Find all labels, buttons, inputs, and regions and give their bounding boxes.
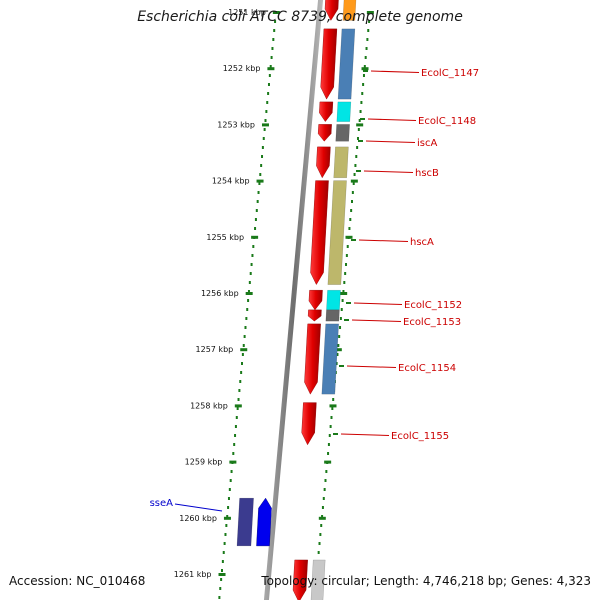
cds-bar-ecolc-1154 bbox=[321, 323, 339, 395]
partial-gene-arrow bbox=[324, 0, 339, 21]
partial-cds-bar bbox=[310, 559, 326, 600]
label-leader-ssea bbox=[174, 503, 223, 512]
scale-tick-right bbox=[350, 179, 358, 183]
scale-tick-left bbox=[218, 573, 226, 576]
label-leader-isca bbox=[365, 140, 416, 143]
label-tick-isca bbox=[358, 140, 363, 142]
label-leader-ecolc-1155 bbox=[340, 433, 390, 436]
scale-tick-right bbox=[361, 67, 369, 71]
scale-tick-left bbox=[261, 123, 269, 127]
gene-label-ecolc-1152: EcolC_1152 bbox=[404, 300, 462, 311]
cds-bar-ecolc-1147 bbox=[337, 28, 356, 100]
scale-tick-left bbox=[245, 292, 253, 295]
label-tick-ecolc-1155 bbox=[333, 433, 338, 435]
scale-tick-right bbox=[324, 460, 332, 464]
label-tick-ecolc-1154 bbox=[339, 365, 344, 367]
scale-tick-right bbox=[340, 292, 348, 295]
partial-gene-arrow bbox=[292, 559, 308, 600]
label-tick-ecolc-1147 bbox=[363, 70, 368, 72]
label-leader-hscb bbox=[363, 170, 414, 173]
gene-label-ecolc-1147: EcolC_1147 bbox=[421, 68, 479, 79]
scale-tick-right bbox=[345, 235, 353, 239]
label-leader-ecolc-1153 bbox=[351, 319, 402, 322]
scale-tick-left bbox=[272, 11, 280, 14]
scale-tick-label: 1256 kbp bbox=[201, 289, 239, 298]
gene-label-hsca: hscA bbox=[410, 237, 434, 248]
cds-bar-isca bbox=[335, 124, 350, 142]
scale-tick-label: 1258 kbp bbox=[190, 401, 228, 410]
gene-arrow-ssea bbox=[256, 497, 272, 547]
label-leader-ecolc-1154 bbox=[346, 365, 397, 368]
gene-label-ecolc-1155: EcolC_1155 bbox=[391, 431, 449, 442]
accession-text: Accession: NC_010468 bbox=[9, 574, 146, 588]
cds-bar-ssea bbox=[236, 497, 254, 547]
scale-tick-label: 1257 kbp bbox=[196, 345, 234, 354]
scale-tick-left bbox=[267, 67, 275, 71]
label-tick-ecolc-1148 bbox=[360, 118, 365, 120]
scale-tick-label: 1260 kbp bbox=[179, 514, 217, 523]
cds-bar-hscb bbox=[333, 146, 349, 179]
gene-label-hscb: hscB bbox=[415, 168, 439, 179]
scale-tick-left bbox=[229, 460, 237, 464]
gene-arrow-ecolc-1148 bbox=[319, 101, 334, 122]
scale-tick-left bbox=[256, 179, 264, 183]
cds-bar-hsca bbox=[327, 180, 347, 285]
gene-arrow-ecolc-1153 bbox=[307, 309, 322, 322]
scale-line-right bbox=[313, 20, 371, 599]
scale-tick-label: 1261 kbp bbox=[174, 570, 212, 579]
scale-tick-right bbox=[356, 123, 364, 127]
sequence-backbone bbox=[263, 0, 324, 600]
topology-text: Topology: circular; Length: 4,746,218 bp… bbox=[261, 574, 591, 588]
label-leader-ecolc-1147 bbox=[370, 70, 420, 73]
scale-tick-label: 1253 kbp bbox=[217, 120, 255, 129]
scale-tick-right bbox=[329, 404, 337, 408]
gene-label-ecolc-1153: EcolC_1153 bbox=[403, 317, 461, 328]
gene-arrow-hscb bbox=[316, 146, 331, 179]
scale-tick-left bbox=[223, 516, 231, 520]
scale-tick-label: 1254 kbp bbox=[212, 177, 250, 186]
scale-tick-left bbox=[251, 235, 259, 239]
gene-label-isca: iscA bbox=[417, 138, 437, 149]
label-leader-ecolc-1148 bbox=[367, 118, 417, 121]
gene-arrow-hsca bbox=[310, 180, 329, 285]
cds-bar-ecolc-1153 bbox=[325, 309, 340, 322]
cds-bar-ecolc-1152 bbox=[326, 289, 341, 311]
map-title: Escherichia coli ATCC 8739, complete gen… bbox=[137, 9, 463, 25]
scale-tick-label: 1259 kbp bbox=[185, 458, 223, 467]
label-leader-ecolc-1152 bbox=[353, 302, 403, 305]
scale-tick-right bbox=[334, 348, 342, 352]
cds-bar-ecolc-1148 bbox=[336, 101, 352, 122]
label-leader-hsca bbox=[358, 239, 409, 242]
label-tick-hsca bbox=[351, 239, 356, 241]
scale-tick-left bbox=[240, 348, 248, 352]
gene-arrow-ecolc-1147 bbox=[320, 28, 338, 100]
label-tick-ecolc-1153 bbox=[344, 319, 349, 321]
gene-label-ssea: sseA bbox=[150, 498, 174, 509]
gene-arrow-ecolc-1155 bbox=[301, 402, 317, 446]
label-tick-hscb bbox=[356, 170, 361, 172]
gene-label-ecolc-1148: EcolC_1148 bbox=[418, 116, 476, 127]
gene-arrow-isca bbox=[317, 124, 332, 142]
gene-label-ecolc-1154: EcolC_1154 bbox=[398, 363, 456, 374]
scale-tick-label: 1252 kbp bbox=[223, 64, 261, 73]
gene-arrow-ecolc-1154 bbox=[304, 323, 321, 395]
scale-tick-label: 1255 kbp bbox=[206, 233, 244, 242]
label-tick-ecolc-1152 bbox=[346, 302, 351, 304]
scale-tick-left bbox=[234, 404, 242, 408]
gene-arrow-ecolc-1152 bbox=[308, 289, 323, 311]
scale-tick-right bbox=[366, 11, 374, 14]
partial-cds-bar bbox=[342, 0, 357, 21]
scale-tick-label: 1251 kbp bbox=[228, 8, 266, 17]
scale-tick-right bbox=[318, 516, 326, 520]
